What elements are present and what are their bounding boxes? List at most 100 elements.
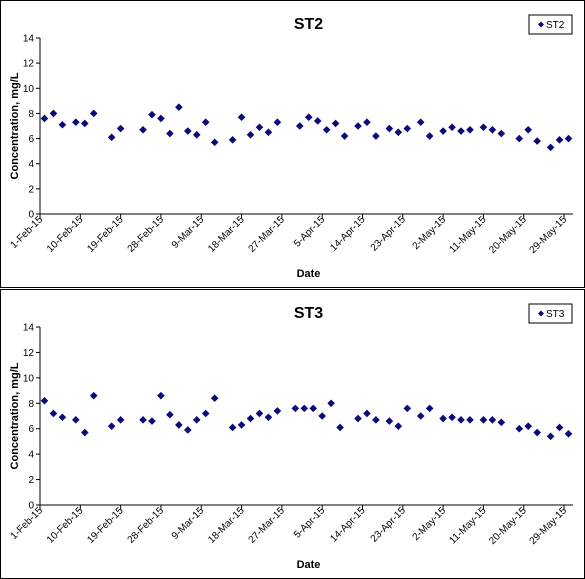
data-point bbox=[448, 413, 456, 422]
data-point bbox=[148, 110, 156, 119]
data-point bbox=[139, 416, 147, 424]
data-point bbox=[555, 423, 564, 432]
data-point bbox=[497, 418, 506, 427]
data-point bbox=[273, 407, 282, 415]
y-tick-label: 14 bbox=[23, 323, 35, 334]
legend-marker-icon bbox=[538, 21, 544, 28]
chart-title: ST3 bbox=[294, 305, 323, 322]
x-tick-label: 11-May-15 bbox=[447, 505, 488, 546]
x-tick-label: 20-May-15 bbox=[487, 214, 529, 256]
data-point bbox=[210, 394, 219, 402]
data-point bbox=[291, 404, 300, 413]
x-tick-label: 10-Feb-15 bbox=[45, 505, 86, 546]
data-point bbox=[139, 125, 147, 134]
legend-label: ST3 bbox=[546, 309, 565, 320]
x-tick-label: 2-May-15 bbox=[411, 505, 449, 543]
data-point bbox=[58, 413, 67, 422]
x-tick-label: 18-Mar-15 bbox=[206, 214, 247, 255]
y-tick-label: 10 bbox=[23, 373, 35, 384]
data-point bbox=[524, 125, 533, 134]
data-point bbox=[546, 432, 555, 441]
legend-box bbox=[528, 303, 573, 324]
data-point bbox=[524, 422, 533, 430]
data-point bbox=[273, 118, 282, 127]
data-point bbox=[237, 113, 246, 121]
legend-marker-icon bbox=[538, 310, 544, 317]
data-point bbox=[363, 409, 371, 418]
data-point bbox=[372, 132, 380, 140]
x-axis-title: Date bbox=[297, 559, 321, 571]
x-tick-label: 19-Feb-15 bbox=[85, 505, 126, 546]
x-tick-label: 29-May-15 bbox=[528, 214, 570, 256]
data-point bbox=[555, 136, 564, 144]
y-tick-label: 12 bbox=[23, 59, 35, 70]
data-point bbox=[546, 143, 555, 152]
data-point bbox=[336, 423, 344, 432]
data-point bbox=[157, 391, 165, 400]
data-point bbox=[425, 404, 434, 413]
x-tick-label: 1-Feb-15 bbox=[9, 505, 46, 542]
data-point bbox=[166, 129, 174, 138]
data-point bbox=[166, 410, 174, 419]
data-point bbox=[148, 417, 156, 425]
data-point bbox=[479, 416, 488, 424]
data-point bbox=[439, 127, 447, 135]
x-tick-label: 1-Feb-15 bbox=[9, 214, 46, 251]
data-point bbox=[300, 404, 309, 413]
data-point bbox=[89, 391, 98, 400]
data-point bbox=[264, 413, 273, 422]
chart-panel-st2: ST2 0 2 4 6 8 10 12 14 1-Feb-15 10-Feb-15 19-Feb-15… bbox=[0, 0, 585, 288]
x-tick-label: 9-Mar-15 bbox=[170, 214, 207, 251]
data-point bbox=[40, 396, 49, 405]
data-point bbox=[439, 414, 447, 423]
data-point bbox=[457, 127, 465, 135]
data-point bbox=[363, 118, 371, 127]
data-point bbox=[80, 119, 89, 128]
y-axis-title: Concentration, mg/L bbox=[9, 72, 21, 179]
y-tick-label: 12 bbox=[23, 348, 35, 359]
data-point bbox=[107, 422, 116, 430]
x-tick-label: 23-Apr-15 bbox=[369, 505, 409, 545]
data-point bbox=[403, 124, 412, 133]
x-tick-label: 28-Feb-15 bbox=[126, 214, 167, 255]
x-tick-label: 19-Feb-15 bbox=[85, 214, 126, 255]
data-point bbox=[416, 118, 425, 127]
x-tick-label: 27-Mar-15 bbox=[247, 505, 288, 546]
x-tick-label: 9-Mar-15 bbox=[170, 505, 207, 542]
x-tick-label: 5-Apr-15 bbox=[292, 505, 328, 541]
x-tick-label: 14-Apr-15 bbox=[328, 505, 368, 545]
x-tick-label: 2-May-15 bbox=[411, 214, 449, 252]
x-tick-label: 11-May-15 bbox=[447, 214, 488, 255]
data-point bbox=[322, 125, 331, 134]
y-tick-label: 10 bbox=[23, 84, 35, 95]
data-point bbox=[354, 122, 362, 130]
y-tick-label: 0 bbox=[28, 210, 34, 221]
y-tick-label: 14 bbox=[23, 34, 35, 45]
data-point bbox=[201, 118, 210, 127]
data-point bbox=[564, 134, 573, 143]
data-point bbox=[479, 123, 488, 132]
data-point bbox=[192, 131, 201, 139]
data-point bbox=[116, 124, 125, 133]
x-tick-label: 18-Mar-15 bbox=[206, 505, 247, 546]
data-point bbox=[340, 132, 349, 140]
legend-label: ST2 bbox=[546, 20, 565, 31]
data-point bbox=[309, 404, 318, 413]
data-point bbox=[40, 114, 49, 123]
data-point bbox=[89, 109, 98, 118]
x-axis-title: Date bbox=[297, 268, 321, 280]
data-point bbox=[72, 416, 80, 424]
x-tick-label: 10-Feb-15 bbox=[45, 214, 86, 255]
y-tick-label: 4 bbox=[28, 159, 34, 170]
data-point bbox=[564, 430, 573, 438]
y-tick-label: 4 bbox=[28, 450, 34, 461]
data-point bbox=[116, 416, 125, 424]
data-point bbox=[49, 109, 58, 118]
data-point bbox=[255, 123, 264, 132]
data-point bbox=[533, 137, 541, 145]
chart-panel-st3: ST3 0 2 4 6 8 10 12 14 1-Feb-15 10-Feb-15 19-Feb-15… bbox=[0, 289, 585, 579]
y-tick-label: 8 bbox=[28, 109, 34, 120]
data-point bbox=[394, 422, 403, 430]
x-tick-label: 20-May-15 bbox=[487, 505, 529, 547]
data-point bbox=[416, 412, 425, 420]
